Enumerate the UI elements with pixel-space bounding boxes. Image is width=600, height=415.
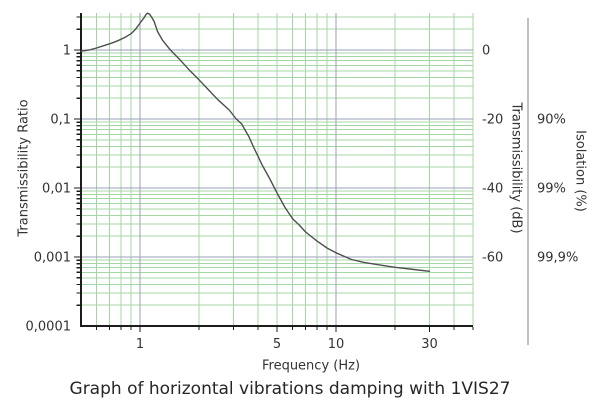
x-tick-label: 1	[136, 337, 144, 352]
y-tick-label: 0,0001	[26, 320, 72, 335]
y-tick-label: 1	[63, 44, 71, 59]
isolation-tick-label: 99,9%	[537, 251, 578, 266]
x-axis-label-frequency: Frequency (Hz)	[261, 358, 361, 374]
y-tick-label: 0,01	[42, 182, 71, 197]
chart-title: Graph of horizontal vibrations damping w…	[69, 379, 511, 399]
db-tick-label: -60	[482, 251, 503, 266]
db-tick-label: 0	[482, 44, 490, 59]
x-tick-label: 5	[273, 337, 281, 352]
y-tick-label: 0,001	[34, 251, 71, 266]
db-tick-label: -20	[482, 113, 503, 128]
y-tick-label: 0,1	[50, 113, 71, 128]
x-tick-label: 10	[328, 337, 345, 352]
transmissibility-curve	[80, 12, 431, 272]
isolation-tick-label: 90%	[537, 113, 566, 128]
x-tick-label: 30	[421, 337, 438, 352]
isolation-tick-label: 99%	[537, 182, 566, 197]
y-axis-label-isolation-percent: Isolation (%)	[572, 130, 588, 212]
y-axis-label-transmissibility-ratio: Transmissibility Ratio	[16, 99, 32, 237]
db-tick-label: -40	[482, 182, 503, 197]
y-axis-label-transmissibility-db: Transmissibility (dB)	[508, 102, 524, 234]
